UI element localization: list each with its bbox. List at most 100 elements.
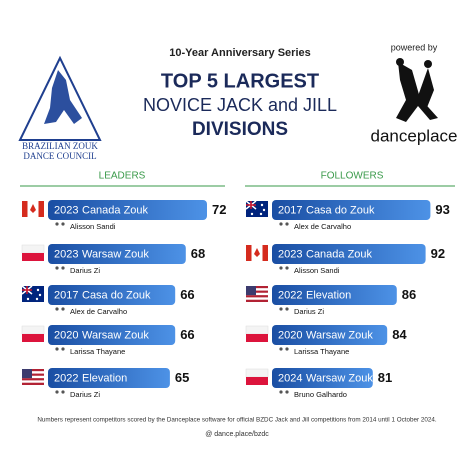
count: 81	[378, 370, 392, 385]
flag-part	[259, 212, 263, 216]
competitor: Alex de Carvalho	[294, 222, 351, 231]
flag-part	[254, 248, 260, 257]
flag-part	[22, 286, 32, 294]
competitor: Larissa Thayane	[70, 347, 125, 356]
competitor: Alisson Sandi	[294, 266, 340, 275]
icon	[279, 222, 283, 226]
flag-part	[22, 369, 32, 379]
credit: @ dance.place/bzdc	[205, 431, 269, 438]
flag	[22, 201, 44, 217]
count: 84	[392, 327, 407, 342]
flag-part	[262, 208, 266, 212]
flag	[246, 286, 268, 302]
flag-part	[246, 299, 268, 302]
year: 2022	[278, 289, 302, 301]
flag-part	[246, 292, 268, 296]
flag-part	[38, 293, 42, 297]
flag-part	[245, 368, 269, 378]
title: DIVISIONS	[192, 119, 288, 140]
column-heading: FOLLOWERS	[321, 171, 384, 182]
bar	[48, 200, 207, 220]
icon	[55, 222, 59, 226]
sponsor-logo: powered by danceplace	[371, 42, 458, 145]
count: 72	[212, 202, 226, 217]
icon	[61, 222, 65, 226]
competitor: Bruno Galhardo	[294, 390, 347, 399]
count: 68	[191, 246, 205, 261]
competitor: Larissa Thayane	[294, 347, 349, 356]
event: Elevation	[82, 372, 127, 384]
icon	[61, 390, 65, 394]
flag	[245, 325, 269, 342]
icon	[285, 266, 289, 270]
flag-part	[22, 375, 44, 379]
competitor: Alex de Carvalho	[70, 307, 127, 316]
icon	[55, 307, 59, 311]
bar	[48, 368, 170, 388]
flag-part	[30, 204, 36, 213]
year: 2023	[54, 204, 78, 216]
event: Warsaw Zouk	[306, 372, 373, 384]
flag	[246, 245, 268, 261]
footnote: Numbers represent competitors scored by …	[37, 417, 436, 424]
flag	[245, 368, 269, 385]
count: 93	[435, 202, 449, 217]
year: 2017	[54, 289, 78, 301]
flag-part	[246, 245, 252, 261]
flag-part	[262, 245, 268, 261]
flag-part	[38, 201, 44, 217]
flag-part	[22, 380, 44, 383]
icon	[285, 390, 289, 394]
icon	[61, 307, 65, 311]
flag-part	[22, 382, 44, 385]
count: 66	[180, 287, 194, 302]
flag-part	[36, 288, 40, 292]
bar	[272, 285, 397, 305]
flag-part	[246, 290, 268, 293]
flag-part	[22, 201, 28, 217]
icon	[285, 307, 289, 311]
flag-part	[22, 378, 44, 381]
flag-part	[21, 244, 45, 254]
bar	[272, 325, 388, 345]
flag	[21, 325, 45, 342]
icon	[285, 222, 289, 226]
flag-part	[246, 295, 268, 298]
icon	[55, 390, 59, 394]
icon	[279, 390, 283, 394]
bar	[48, 244, 186, 264]
flag-part	[35, 297, 39, 301]
icon	[279, 266, 283, 270]
logo-line: BRAZILIAN ZOUK	[22, 141, 98, 151]
flag-part	[22, 369, 44, 372]
icon	[279, 347, 283, 351]
icon	[285, 347, 289, 351]
flag	[21, 244, 45, 261]
flag-part	[260, 203, 264, 207]
bar	[272, 368, 373, 388]
flag-part	[22, 253, 44, 261]
competitor: Darius Zi	[70, 266, 100, 275]
event: Warsaw Zouk	[82, 248, 149, 260]
flag-part	[22, 373, 44, 376]
bar	[48, 325, 176, 345]
sponsor-name: danceplace	[371, 126, 458, 145]
flag-part	[246, 377, 268, 385]
year: 2022	[54, 372, 78, 384]
year: 2020	[54, 329, 78, 341]
competitor: Alisson Sandi	[70, 222, 116, 231]
count: 65	[175, 370, 189, 385]
logo-line: DANCE COUNCIL	[23, 151, 96, 161]
flag	[245, 200, 268, 217]
powered-by: powered by	[391, 42, 438, 52]
icon	[61, 347, 65, 351]
icon	[55, 266, 59, 270]
count: 86	[402, 287, 416, 302]
event: Canada Zouk	[306, 248, 373, 260]
count: 66	[180, 327, 194, 342]
title: TOP 5 LARGEST	[161, 70, 319, 92]
bar	[272, 200, 431, 220]
flag-part	[21, 325, 45, 335]
